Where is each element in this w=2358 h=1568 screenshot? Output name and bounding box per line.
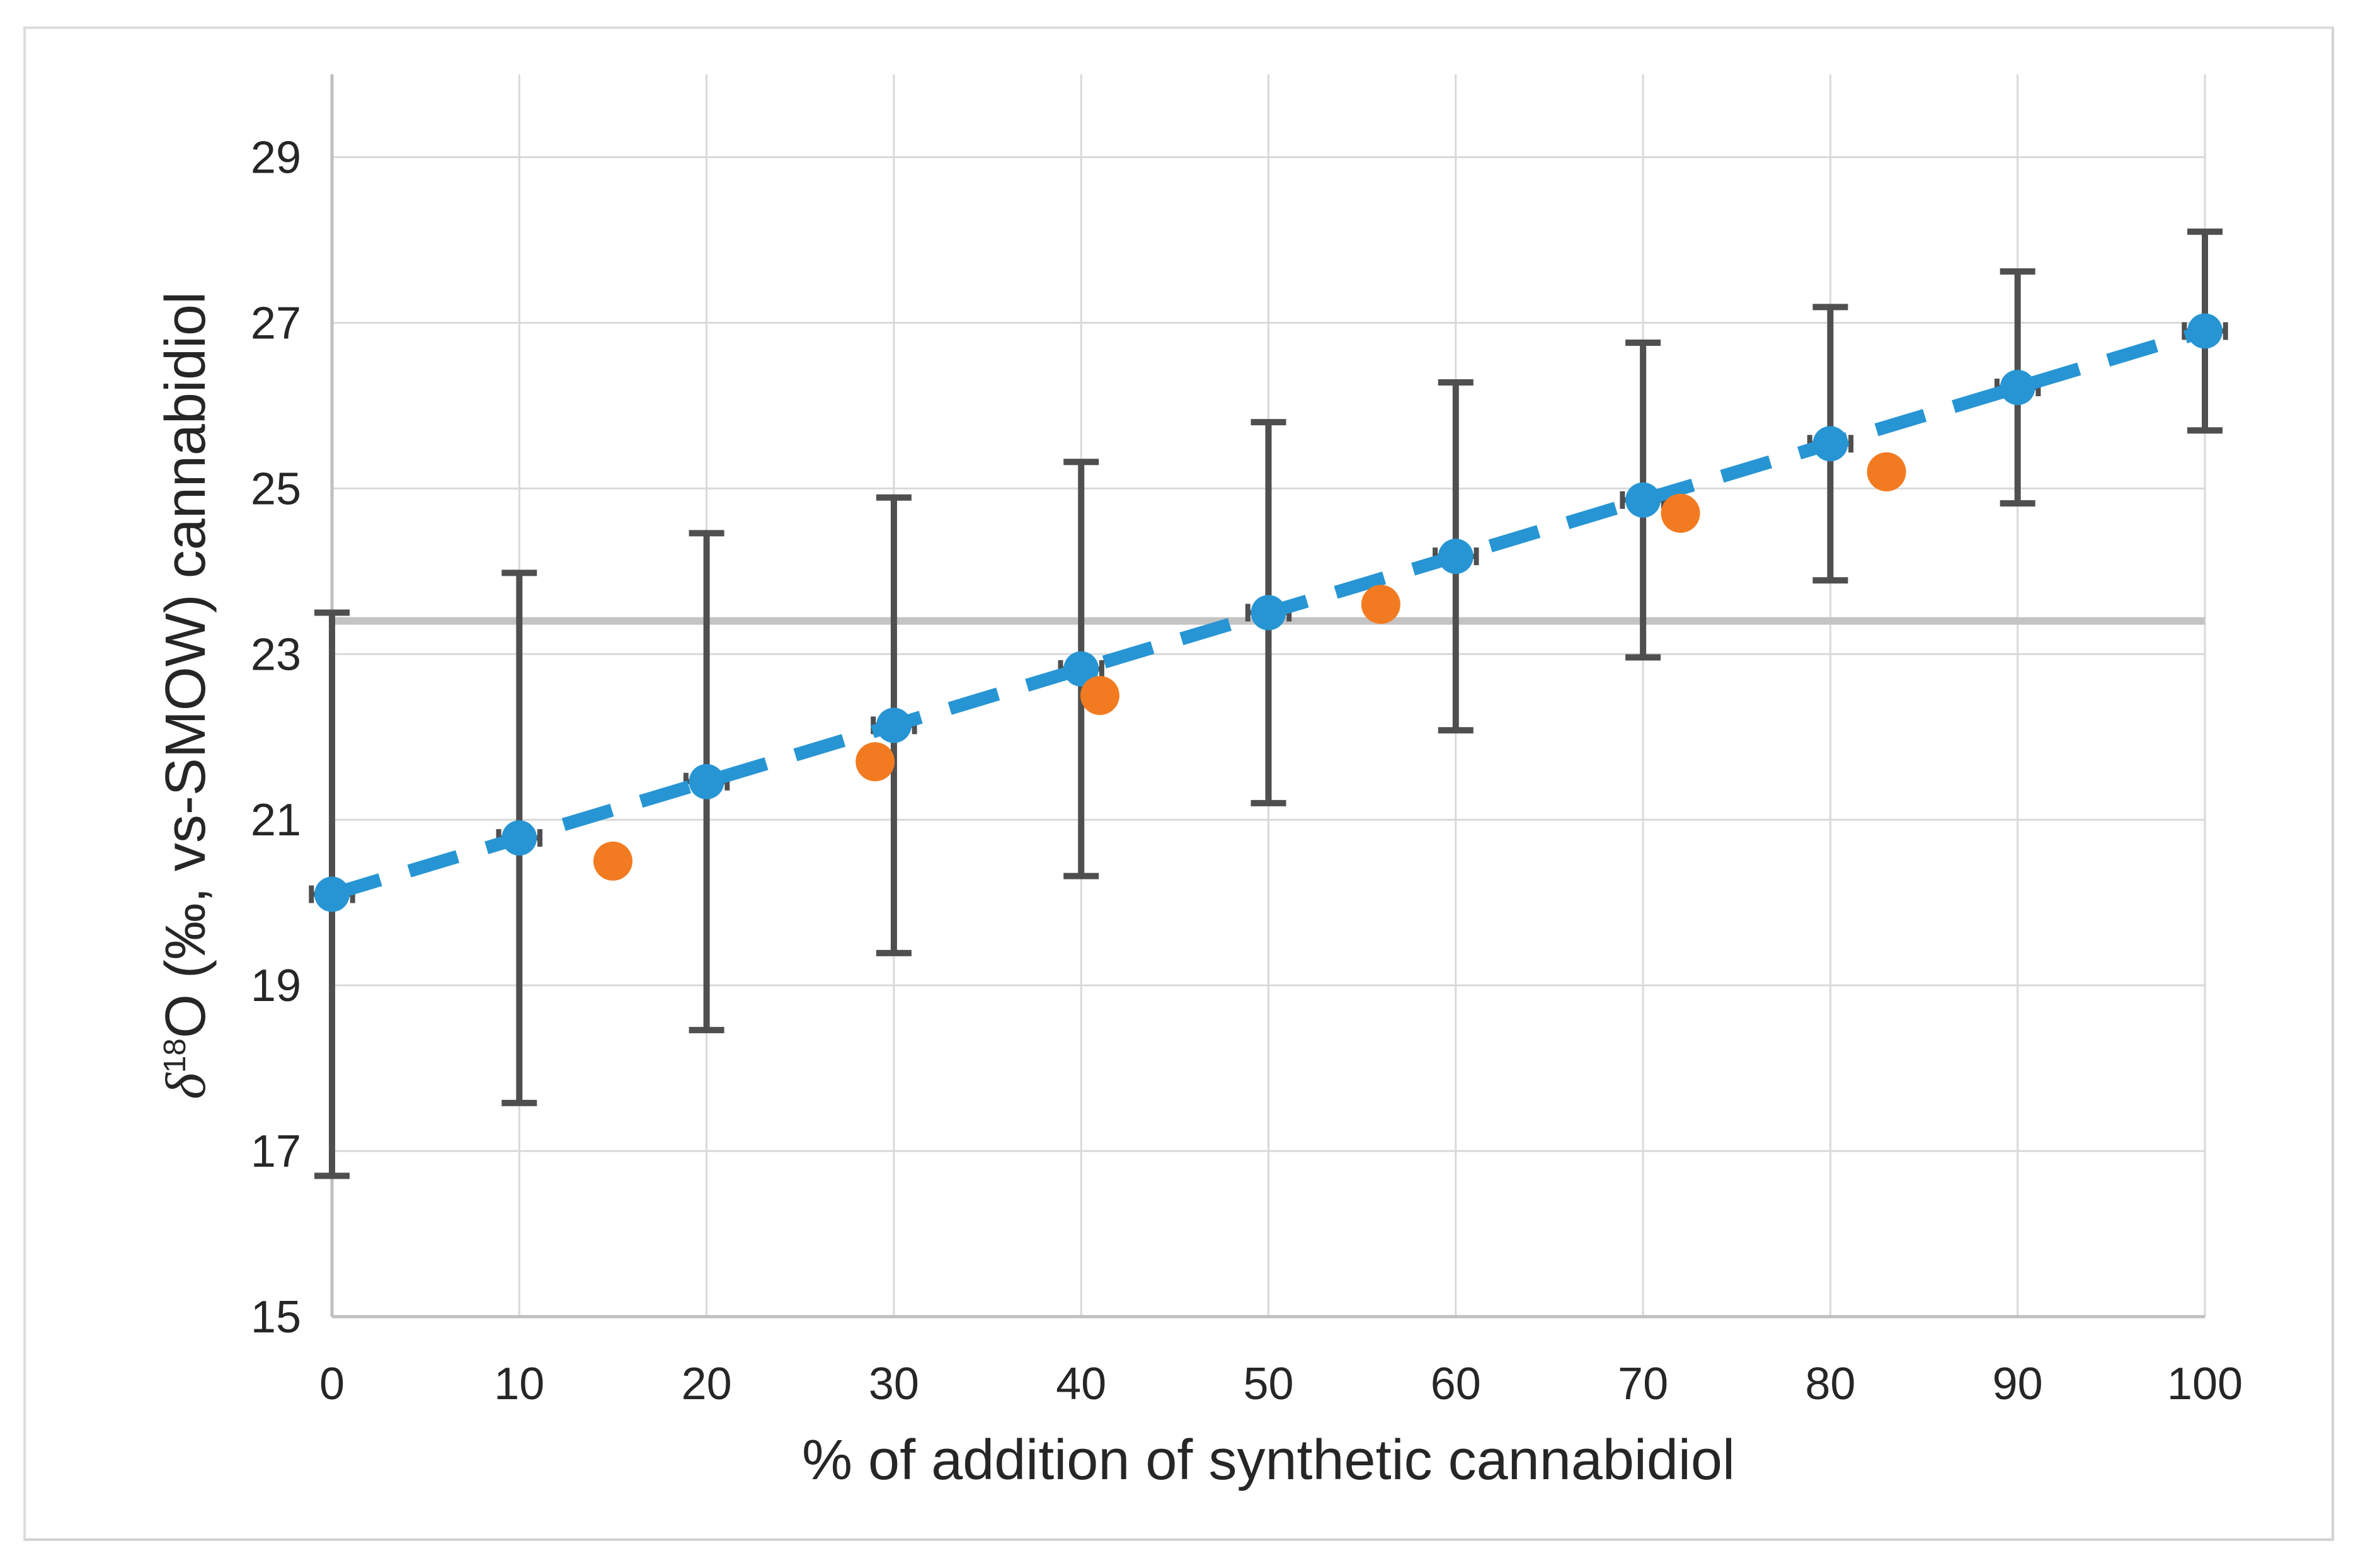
y-tick-label: 23 — [251, 629, 301, 680]
y-tick-label: 27 — [251, 298, 301, 348]
data-point-orange — [1361, 585, 1400, 624]
x-tick-label: 90 — [1993, 1359, 2043, 1409]
x-tick-label: 100 — [2167, 1359, 2243, 1409]
data-point-orange — [856, 742, 895, 782]
data-point-orange — [1867, 452, 1906, 492]
y-axis-title: δ18O (‰, vs-SMOW) cannabidiol — [148, 3, 224, 1388]
data-point-blue — [876, 707, 912, 743]
data-point-blue — [1063, 651, 1099, 687]
y-axis-title-text: O (‰, vs-SMOW) cannabidiol — [154, 291, 217, 1039]
y-tick-label: 25 — [251, 464, 301, 514]
x-tick-label: 0 — [319, 1359, 345, 1409]
x-tick-label: 80 — [1805, 1359, 1855, 1409]
y-axis-title-delta: δ — [155, 1073, 217, 1100]
data-point-blue — [1812, 426, 1848, 462]
data-point-blue — [1438, 539, 1474, 575]
x-tick-label: 70 — [1618, 1359, 1668, 1409]
x-tick-label: 50 — [1243, 1359, 1293, 1409]
figure-border — [23, 26, 2334, 1541]
y-tick-label: 29 — [251, 132, 301, 183]
x-tick-label: 40 — [1056, 1359, 1106, 1409]
data-point-orange — [593, 841, 632, 881]
y-axis-title-superscript: 18 — [157, 1038, 192, 1073]
data-point-blue — [2187, 313, 2223, 349]
y-tick-label: 19 — [251, 961, 301, 1011]
data-point-blue — [1251, 595, 1286, 631]
data-point-blue — [314, 876, 350, 912]
data-point-blue — [689, 764, 724, 799]
y-tick-label: 21 — [251, 795, 301, 845]
x-tick-label: 10 — [494, 1359, 544, 1409]
data-point-orange — [1080, 676, 1119, 715]
data-point-orange — [1661, 493, 1700, 533]
x-tick-label: 30 — [869, 1359, 919, 1409]
x-axis-title: % of addition of synthetic cannabidiol — [802, 1429, 1735, 1492]
data-point-blue — [1625, 482, 1661, 518]
x-tick-label: 60 — [1431, 1359, 1481, 1409]
data-point-blue — [2000, 369, 2035, 405]
y-tick-label: 17 — [251, 1126, 301, 1177]
y-tick-label: 15 — [251, 1292, 301, 1342]
x-tick-label: 20 — [682, 1359, 732, 1409]
data-point-blue — [501, 820, 537, 856]
